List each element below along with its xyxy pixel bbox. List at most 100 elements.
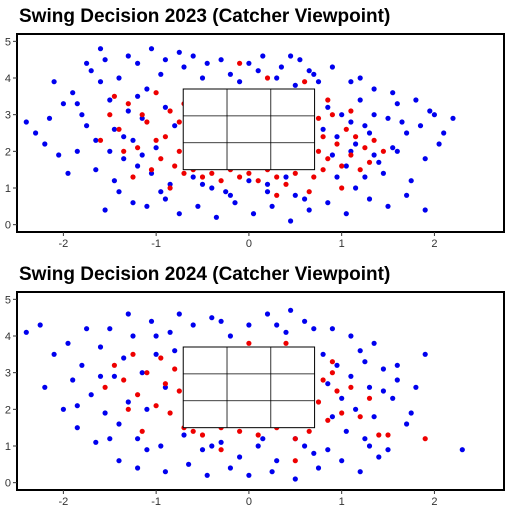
- swing-pitch-point: [343, 126, 349, 132]
- swing-pitch-point: [348, 152, 354, 158]
- take-pitch-point: [283, 174, 289, 180]
- take-pitch-point: [306, 207, 312, 213]
- take-pitch-point: [390, 395, 396, 401]
- take-pitch-point: [232, 200, 238, 206]
- take-pitch-point: [46, 115, 53, 121]
- take-pitch-point: [237, 79, 243, 85]
- scatter-chart-2024: Swing Decision 2024 (Catcher Viewpoint) -…: [5, 264, 505, 508]
- take-pitch-point: [70, 377, 76, 383]
- take-pitch-point: [306, 68, 312, 74]
- swing-pitch-point: [162, 134, 168, 140]
- take-pitch-point: [339, 458, 345, 464]
- take-pitch-point: [362, 359, 368, 365]
- take-pitch-point: [278, 64, 284, 70]
- take-pitch-point: [153, 333, 159, 339]
- swing-pitch-point: [158, 156, 164, 162]
- take-pitch-point: [153, 351, 159, 357]
- take-pitch-point: [167, 181, 173, 187]
- take-pitch-point: [288, 307, 294, 313]
- plot-frame: [16, 291, 505, 491]
- swing-pitch-point: [339, 410, 345, 416]
- take-pitch-point: [135, 93, 141, 99]
- swing-pitch-point: [237, 428, 243, 434]
- take-pitch-point: [264, 181, 271, 187]
- swing-pitch-point: [102, 384, 108, 390]
- take-pitch-point: [102, 57, 108, 63]
- x-tick-label: 0: [246, 238, 252, 250]
- take-pitch-point: [116, 189, 122, 195]
- take-pitch-point: [148, 46, 155, 52]
- swing-pitch-point: [125, 101, 131, 107]
- swing-pitch-point: [153, 90, 159, 96]
- swing-pitch-point: [139, 112, 145, 118]
- swing-pitch-point: [158, 355, 164, 361]
- swing-pitch-point: [190, 428, 196, 434]
- swing-pitch-point: [274, 174, 280, 180]
- take-pitch-point: [162, 196, 168, 202]
- swing-pitch-point: [315, 148, 322, 154]
- swing-pitch-point: [255, 432, 261, 438]
- take-pitch-point: [376, 159, 382, 165]
- take-pitch-point: [292, 192, 298, 198]
- take-pitch-point: [320, 126, 326, 132]
- take-pitch-point: [260, 53, 266, 59]
- take-pitch-point: [329, 64, 335, 70]
- take-pitch-point: [357, 348, 363, 354]
- take-pitch-point: [320, 351, 326, 357]
- take-pitch-point: [130, 137, 136, 143]
- take-pitch-point: [121, 355, 127, 361]
- take-pitch-point: [162, 57, 168, 63]
- take-pitch-point: [371, 86, 377, 92]
- swing-pitch-point: [362, 145, 368, 151]
- take-pitch-point: [125, 399, 131, 405]
- take-pitch-point: [348, 373, 354, 379]
- swing-pitch-point: [162, 381, 168, 387]
- take-pitch-point: [107, 148, 113, 154]
- take-pitch-point: [199, 181, 206, 187]
- swing-pitch-point: [167, 108, 173, 114]
- take-pitch-point: [97, 79, 104, 85]
- take-pitch-point: [162, 469, 168, 475]
- strike-zone: [182, 88, 316, 171]
- take-pitch-point: [325, 104, 331, 110]
- take-pitch-point: [158, 71, 164, 77]
- strike-zone: [182, 346, 316, 429]
- take-pitch-point: [353, 141, 359, 147]
- chart-panel-2023: Swing Decision 2023 (Catcher Viewpoint) -…: [5, 6, 505, 250]
- take-pitch-point: [269, 469, 275, 475]
- swing-pitch-point: [357, 414, 363, 420]
- take-pitch-point: [394, 101, 400, 107]
- take-pitch-point: [199, 447, 206, 453]
- take-pitch-point: [42, 384, 48, 390]
- swing-pitch-point: [218, 447, 224, 453]
- take-pitch-point: [125, 108, 131, 114]
- take-pitch-point: [135, 436, 141, 442]
- take-pitch-point: [353, 185, 359, 191]
- take-pitch-point: [97, 46, 104, 52]
- swing-pitch-point: [353, 134, 359, 140]
- take-pitch-point: [394, 377, 400, 383]
- swing-pitch-point: [264, 75, 271, 81]
- take-pitch-point: [51, 79, 57, 85]
- take-pitch-point: [357, 97, 363, 103]
- swing-pitch-point: [325, 156, 331, 162]
- swing-pitch-point: [209, 170, 215, 176]
- take-pitch-point: [404, 421, 410, 427]
- take-pitch-point: [79, 112, 85, 118]
- take-pitch-point: [343, 163, 349, 169]
- swing-pitch-point: [111, 93, 117, 99]
- take-pitch-point: [404, 192, 410, 198]
- take-pitch-point: [181, 64, 187, 70]
- swing-pitch-point: [255, 178, 261, 184]
- take-pitch-point: [84, 60, 90, 66]
- take-pitch-point: [311, 326, 317, 332]
- take-pitch-point: [65, 170, 71, 176]
- take-pitch-point: [139, 370, 145, 376]
- take-pitch-point: [227, 71, 233, 77]
- take-pitch-point: [371, 414, 377, 420]
- swing-pitch-point: [153, 403, 159, 409]
- take-pitch-point: [390, 145, 396, 151]
- take-pitch-point: [116, 421, 122, 427]
- take-pitch-point: [348, 79, 354, 85]
- take-pitch-point: [135, 465, 141, 471]
